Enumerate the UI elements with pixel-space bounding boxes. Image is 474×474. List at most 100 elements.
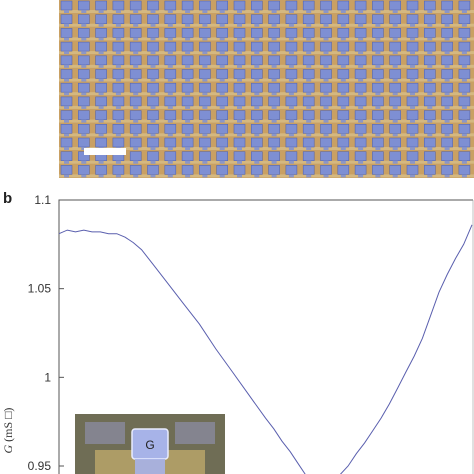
device-tile [147,0,159,11]
device-tile [285,110,298,120]
device-tile [372,110,384,120]
device-tile [458,96,471,107]
device-tile [372,0,384,11]
device-tile [147,82,159,93]
device-tile [216,110,228,120]
device-tile [302,151,315,161]
device-tile [320,55,332,66]
device-tile [372,96,384,107]
device-tile [458,151,471,161]
device-tile [112,69,125,79]
device-tile [285,82,298,93]
device-tile [95,137,107,148]
device-tile [129,69,142,79]
device-tile [285,151,298,161]
device-tile [406,14,419,24]
device-tile [441,151,453,161]
device-tile [147,165,159,175]
device-tile [181,55,194,66]
y-tick-label: 0.95 [28,459,52,473]
device-tile [60,41,73,52]
device-tile [77,96,90,107]
scale-bar [84,148,126,155]
device-tile [129,28,142,38]
device-tile [337,14,350,24]
device-tile [458,137,471,148]
device-tile [164,165,177,175]
device-tile [233,0,246,11]
device-tile [441,69,453,79]
device-tile [164,55,177,66]
device-tile [60,55,73,66]
device-tile [181,137,194,148]
device-tile [233,151,246,161]
device-tile [181,96,194,107]
device-tile [181,28,194,38]
device-tile [95,41,107,52]
device-tile [337,82,350,93]
device-tile [406,0,419,11]
y-tick-label: 1 [44,370,51,384]
device-tile [320,14,332,24]
y-label-symbol: G [1,442,15,454]
y-label-unit: (mS □) [1,408,15,442]
device-tile [77,124,90,134]
device-tile [285,41,298,52]
device-tile [199,165,211,175]
device-tile [458,82,471,93]
device-tile [233,55,246,66]
device-array-micrograph [59,0,474,178]
device-tile [199,124,211,134]
device-tile [337,41,350,52]
device-tile [164,96,177,107]
device-tile [181,151,194,161]
device-tile [441,28,453,38]
device-tile [147,41,159,52]
device-tile [441,165,453,175]
device-tile [268,82,280,93]
device-tile [199,55,211,66]
device-tile [60,82,73,93]
device-tile [302,14,315,24]
micrograph-image [59,0,474,178]
device-tile [458,69,471,79]
device-tile [441,137,453,148]
device-tile [406,28,419,38]
device-tile [285,0,298,11]
device-tile [147,69,159,79]
device-tile [389,55,402,66]
device-tile [285,28,298,38]
device-tile [302,41,315,52]
device-tile [320,69,332,79]
device-tile [337,28,350,38]
device-tile [406,110,419,120]
device-tile [441,124,453,134]
device-tile [320,41,332,52]
device-tile [216,124,228,134]
device-tile [164,137,177,148]
device-tile [147,96,159,107]
device-tile [354,69,367,79]
device-tile [406,151,419,161]
device-tile [164,82,177,93]
device-tile [423,0,436,11]
device-tile [423,151,436,161]
device-tile [458,0,471,11]
device-tile [268,69,280,79]
svg-text:G (mS □): G (mS □) [1,408,15,454]
device-tile [372,137,384,148]
device-tile [441,41,453,52]
device-tile [112,55,125,66]
device-tile [406,137,419,148]
device-tile [354,165,367,175]
device-tile [285,124,298,134]
device-tile [181,110,194,120]
device-tile [233,137,246,148]
device-tile [302,110,315,120]
device-tile [181,82,194,93]
device-tile [251,14,263,24]
device-tile [181,0,194,11]
device-tile [389,69,402,79]
device-tile [216,0,228,11]
device-tile [60,124,73,134]
